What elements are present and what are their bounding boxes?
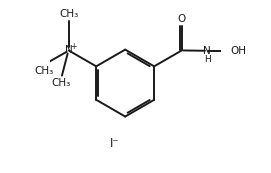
Text: OH: OH [230,46,246,56]
Text: H: H [204,55,211,64]
Text: CH₃: CH₃ [51,78,71,88]
Text: I⁻: I⁻ [110,138,120,151]
Text: N: N [65,45,73,55]
Text: CH₃: CH₃ [59,9,78,19]
Text: O: O [178,14,186,24]
Text: CH₃: CH₃ [34,66,54,76]
Text: +: + [70,42,77,51]
Text: N: N [203,46,210,56]
